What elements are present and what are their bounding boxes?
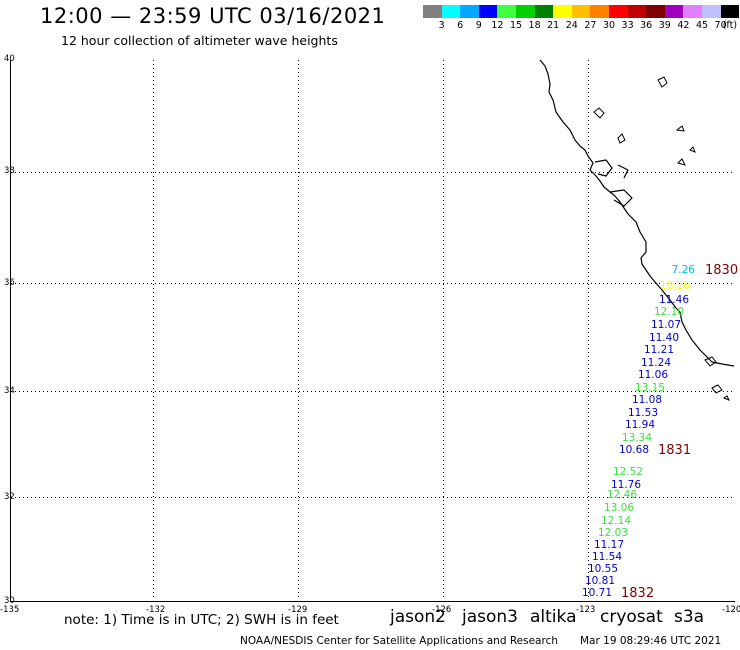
- wave-height-reading: 12.03: [598, 527, 628, 539]
- satellite-label-jason2: jason2: [390, 607, 446, 627]
- lon-label: -120: [722, 605, 740, 615]
- legend-swatch: [571, 5, 591, 18]
- wave-height-reading: 11.24: [641, 357, 671, 369]
- legend-labels: 3 6 9 12 15 18 21 24 27 30 33 36 39 42 45 70 (ft): [423, 20, 739, 32]
- wave-height-reading: 11.40: [649, 332, 679, 344]
- islands-and-lakes: [593, 76, 731, 401]
- legend-swatch: [627, 5, 647, 18]
- lat-label: 32: [4, 492, 15, 502]
- lon-label: -123: [576, 605, 595, 615]
- wave-height-reading: 10.68: [619, 444, 649, 456]
- legend-swatch: [608, 5, 628, 18]
- legend-label: 30: [602, 20, 616, 31]
- lat-label: 34: [4, 386, 15, 396]
- wave-height-reading: 12.52: [613, 466, 643, 478]
- legend-label: 3: [438, 20, 445, 31]
- pass-time-labels: 1830 1831 1832: [621, 263, 738, 601]
- satellite-label-s3a: s3a: [674, 607, 705, 627]
- wave-height-reading: 10.26: [660, 280, 690, 292]
- legend-label: 12: [491, 20, 504, 31]
- wave-height-reading: 11.07: [651, 319, 681, 331]
- legend-swatch: [534, 5, 554, 18]
- wave-height-reading: 12.46: [607, 489, 637, 501]
- wave-height-reading: 10.81: [585, 575, 615, 587]
- map-subtitle: 12 hour collection of altimeter wave hei…: [61, 33, 338, 48]
- legend-label: 70: [714, 20, 727, 31]
- latitude-labels: 40 38 36 34 32 30: [4, 54, 15, 606]
- wave-height-reading: 11.21: [644, 344, 674, 356]
- legend-label: 21: [547, 20, 560, 31]
- wave-height-legend: 3 6 9 12 15 18 21 24 27 30 33 36 39 42 45 70 (ft): [423, 5, 740, 32]
- legend-swatch: [460, 5, 479, 18]
- satellite-label-jason3: jason3: [462, 607, 518, 627]
- legend-label: 15: [509, 20, 523, 31]
- legend-label: 18: [528, 20, 541, 31]
- wave-height-reading: 10.55: [588, 563, 618, 575]
- legend-label: 33: [621, 20, 634, 31]
- longitude-labels: -135 -132 -129 -126 -123 -120: [0, 605, 740, 615]
- map-title: 12:00 — 23:59 UTC 03/16/2021: [40, 4, 386, 28]
- credit-line: NOAA/NESDIS Center for Satellite Applica…: [240, 635, 558, 647]
- legend-label: 45: [695, 20, 709, 31]
- satellite-label-cryosat: cryosat: [600, 607, 663, 627]
- legend-swatch: [646, 5, 665, 18]
- lat-label: 30: [4, 596, 15, 606]
- legend-swatch: [441, 5, 461, 18]
- wave-height-reading: 13.06: [604, 502, 634, 514]
- legend-label: 36: [640, 20, 653, 31]
- legend-label: 6: [457, 20, 464, 31]
- legend-swatch: [515, 5, 535, 18]
- wave-height-reading: 12.14: [601, 515, 631, 527]
- wave-height-reading: 11.06: [638, 369, 668, 381]
- legend-swatch: [478, 5, 498, 18]
- legend-label: 39: [658, 20, 671, 31]
- graticule: [11, 60, 735, 600]
- legend-swatch: [497, 5, 516, 18]
- wave-height-reading: 11.53: [628, 407, 658, 419]
- wave-height-reading: 11.08: [632, 394, 662, 406]
- legend-label: 24: [565, 20, 578, 31]
- legend-color-bar: [423, 5, 740, 18]
- legend-swatch: [664, 5, 684, 18]
- wave-height-reading: 13.15: [635, 382, 665, 394]
- lat-label: 38: [4, 166, 15, 176]
- satellite-label-altika: altika: [530, 607, 577, 627]
- legend-swatch: [423, 5, 442, 18]
- pass-time-label: 1832: [621, 586, 654, 601]
- pass-time-label: 1830: [705, 263, 738, 278]
- legend-swatch: [590, 5, 609, 18]
- lat-label: 36: [4, 278, 15, 288]
- lon-label: -135: [0, 605, 19, 615]
- wave-height-readings: 7.26 10.26 11.46 12.10 11.07 11.40 11.21…: [582, 264, 695, 599]
- wave-height-reading: 10.71: [582, 587, 612, 599]
- wave-height-reading: 7.26: [672, 264, 696, 276]
- wave-height-reading: 11.46: [659, 294, 689, 306]
- legend-label: (ft): [722, 20, 738, 31]
- wave-height-reading: 12.10: [654, 306, 684, 318]
- wave-height-reading: 11.76: [611, 479, 641, 491]
- legend-swatch: [683, 5, 702, 18]
- legend-swatch: [701, 5, 721, 18]
- legend-swatch: [553, 5, 572, 18]
- lon-label: -126: [432, 605, 451, 615]
- lon-label: -132: [146, 605, 165, 615]
- legend-label: 42: [677, 20, 690, 31]
- units-note: note: 1) Time is in UTC; 2) SWH is in fe…: [64, 612, 339, 628]
- wave-height-reading: 13.34: [622, 432, 652, 444]
- legend-swatch: [720, 5, 740, 18]
- map-frame: [10, 60, 735, 602]
- lon-label: -129: [288, 605, 307, 615]
- wave-height-reading: 11.17: [594, 539, 624, 551]
- coastline: [539, 59, 735, 367]
- legend-label: 9: [475, 20, 482, 31]
- wave-height-reading: 11.54: [592, 551, 622, 563]
- wave-height-reading: 11.94: [625, 419, 655, 431]
- legend-label: 27: [584, 20, 597, 31]
- lat-label: 40: [4, 54, 15, 64]
- pass-time-label: 1831: [658, 443, 691, 458]
- generated-timestamp: Mar 19 08:29:46 UTC 2021: [580, 635, 722, 647]
